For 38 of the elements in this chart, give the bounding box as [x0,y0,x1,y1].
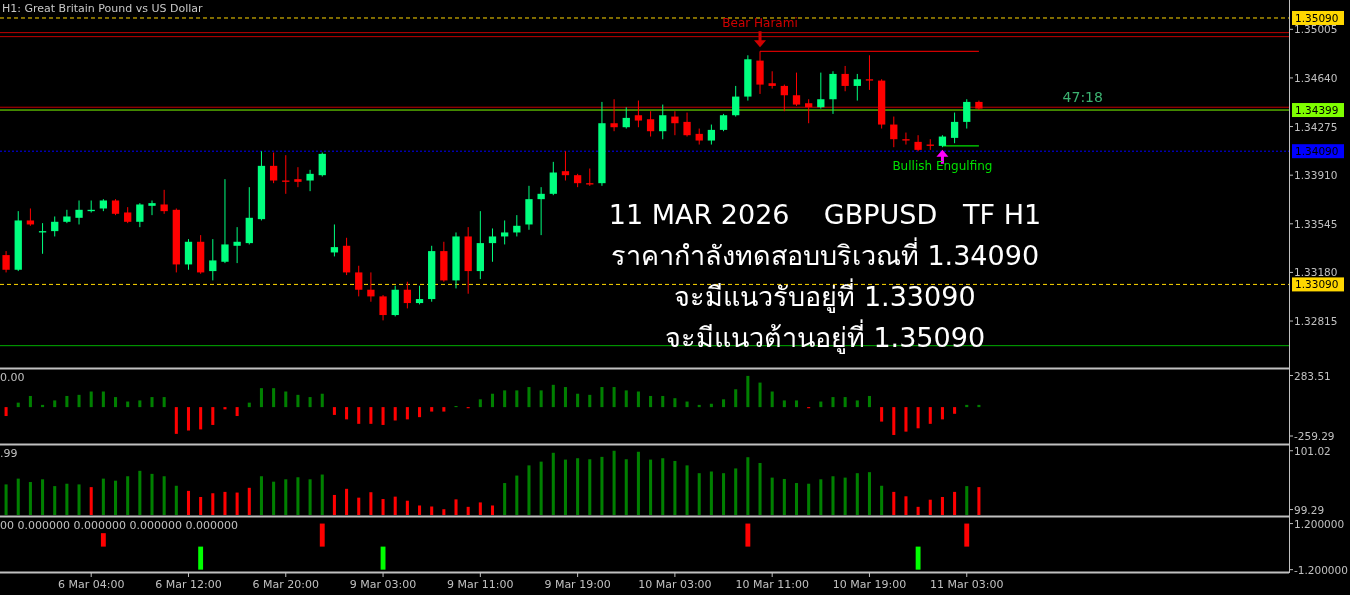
y-tick-label: 1.33910 [1294,169,1338,182]
y-tick-label: 101.02 [1294,444,1331,457]
annotation: 47:18 [1062,89,1103,105]
x-tick-label: 6 Mar 04:00 [57,578,125,591]
ref-line-label: 1.34090 [1295,145,1339,158]
y-tick-label: 1.200000 [1294,517,1345,530]
y-tick-label: -259.29 [1294,430,1335,443]
annotation: 00 0.000000 0.000000 0.000000 0.000000 [0,519,238,532]
annotation: จะมีแนวรับอยู่ที่ 1.33090 [674,278,976,313]
ref-line-label: 1.34399 [1295,104,1339,117]
x-tick-label: 6 Mar 20:00 [252,578,319,591]
annotation: 11 MAR 2026 GBPUSD TF H1 [608,199,1042,230]
x-tick-label: 6 Mar 12:00 [155,578,222,591]
x-tick-label: 9 Mar 03:00 [349,578,417,591]
annotation: ราคากำลังทดสอบบริเวณที่ 1.34090 [610,237,1040,271]
series-label: Bear Harami [722,16,798,31]
annotation: .99 [0,447,18,460]
annotation: จะมีแนวต้านอยู่ที่ 1.35090 [664,319,986,354]
y-tick-label: 1.32815 [1294,315,1338,328]
y-tick-label: 99.29 [1294,503,1325,516]
x-tick-label: 10 Mar 03:00 [638,578,712,591]
chart-title: H1: Great Britain Pound vs US Dollar [2,2,204,15]
x-tick-label: 11 Mar 03:00 [930,578,1004,591]
y-tick-label: 1.34640 [1294,71,1338,84]
y-tick-label: 1.33180 [1294,266,1338,279]
x-tick-label: 10 Mar 19:00 [832,578,907,591]
y-tick-label: 1.35005 [1294,23,1338,36]
annotation: 0.00 [0,371,25,384]
series-label: Bullish Engulfing [892,158,993,173]
ref-line-label: 1.35090 [1295,11,1339,24]
y-tick-label: 1.33545 [1294,217,1338,230]
x-tick-label: 9 Mar 19:00 [544,578,611,591]
y-tick-label: -1.200000 [1294,563,1348,576]
ref-line-label: 1.33090 [1295,278,1339,291]
y-tick-label: 1.34275 [1294,120,1338,133]
y-tick-label: 283.51 [1294,369,1331,382]
x-tick-label: 9 Mar 11:00 [447,578,514,591]
x-tick-label: 10 Mar 11:00 [735,578,809,591]
